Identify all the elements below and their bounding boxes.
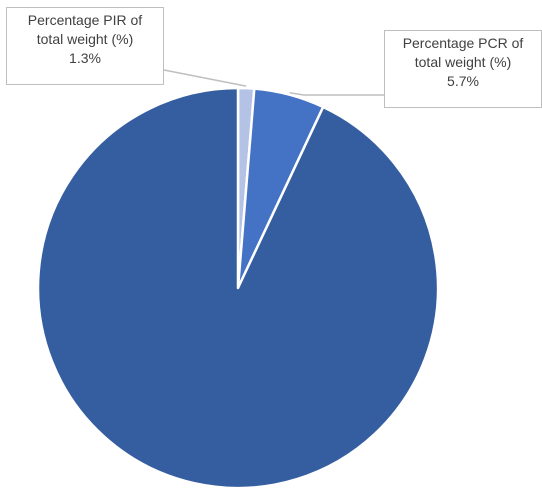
leader-lines [163,69,384,96]
pcr-data-label: Percentage PCR of total weight (%) 5.7% [384,30,542,108]
pcr-label-line-2: total weight (%) [414,54,512,70]
pcr-label-line-1: Percentage PCR of [402,35,524,51]
pir-value-label: 1.3% [69,50,101,66]
pie-slice-remainder [36,86,440,488]
pir-leader-line [163,69,247,87]
pie-slices [36,86,440,488]
pir-label-line-2: total weight (%) [36,31,134,47]
pir-data-label: Percentage PIR of total weight (%) 1.3% [6,7,164,85]
pir-label-line-1: Percentage PIR of [27,12,143,28]
pcr-value-label: 5.7% [447,73,479,89]
pcr-leader-line [289,92,384,96]
